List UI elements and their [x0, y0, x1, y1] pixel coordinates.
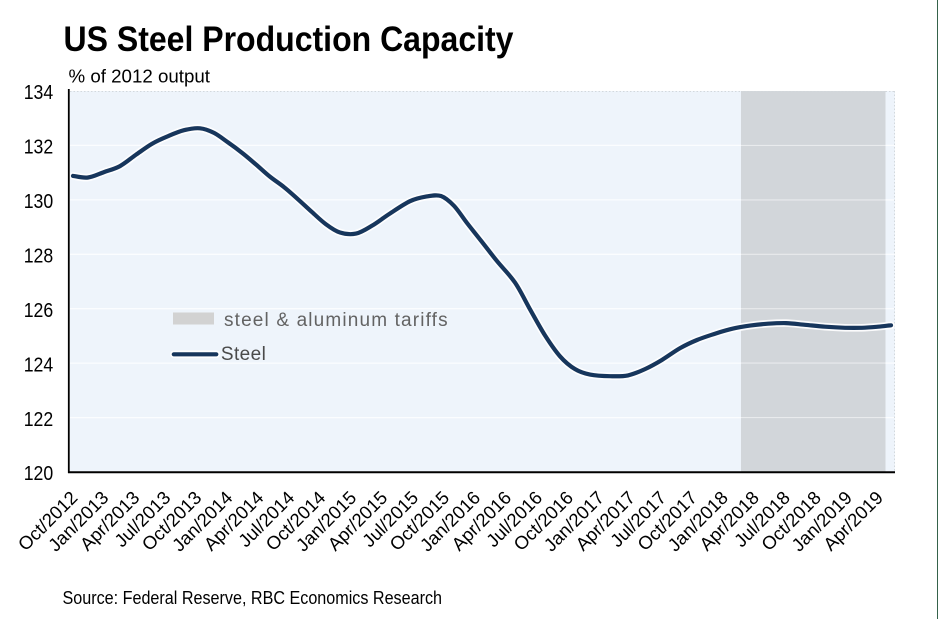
svg-text:% of 2012 output: % of 2012 output	[69, 66, 211, 87]
svg-text:132: 132	[24, 137, 54, 159]
svg-text:Source: Federal Reserve, RBC: Source: Federal Reserve, RBC Economics R…	[63, 588, 443, 608]
svg-text:130: 130	[24, 191, 54, 213]
svg-text:134: 134	[24, 82, 54, 104]
svg-text:120: 120	[24, 463, 54, 485]
svg-text:Steel: Steel	[221, 344, 266, 365]
svg-text:steel & aluminum tariffs: steel & aluminum tariffs	[224, 310, 448, 331]
svg-text:126: 126	[24, 300, 54, 322]
svg-text:122: 122	[24, 409, 54, 431]
svg-text:US Steel Production Capacity: US Steel Production Capacity	[64, 19, 514, 59]
svg-text:128: 128	[24, 246, 54, 268]
svg-text:124: 124	[24, 354, 54, 376]
